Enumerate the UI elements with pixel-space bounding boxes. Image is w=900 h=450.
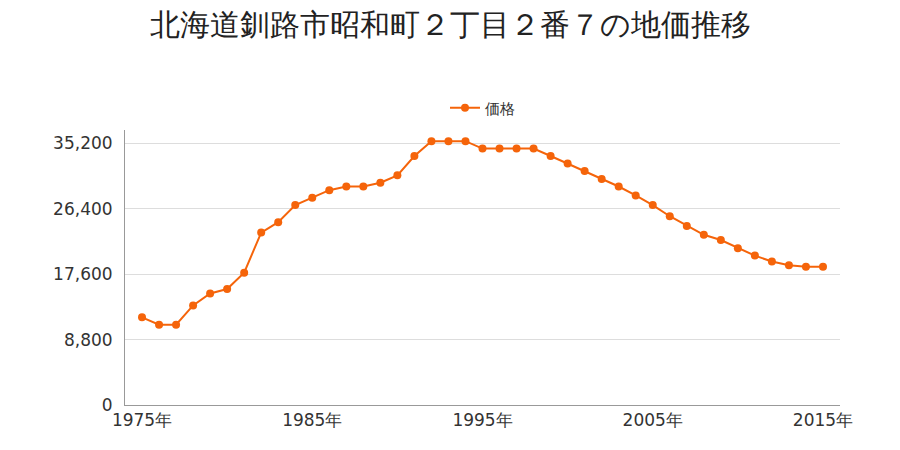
svg-text:北海道釧路市昭和町２丁目２番７の地価推移: 北海道釧路市昭和町２丁目２番７の地価推移 — [150, 7, 751, 42]
svg-text:8,800: 8,800 — [64, 330, 113, 350]
svg-text:1975年: 1975年 — [112, 410, 172, 430]
svg-text:17,600: 17,600 — [53, 264, 112, 284]
svg-text:2015年: 2015年 — [793, 410, 853, 430]
svg-text:2005年: 2005年 — [623, 410, 683, 430]
svg-text:1995年: 1995年 — [452, 410, 512, 430]
svg-text:1985年: 1985年 — [282, 410, 342, 430]
svg-text:26,400: 26,400 — [53, 199, 112, 219]
svg-text:35,200: 35,200 — [53, 133, 112, 153]
svg-text:0: 0 — [102, 395, 113, 415]
svg-text:価格: 価格 — [485, 100, 515, 118]
